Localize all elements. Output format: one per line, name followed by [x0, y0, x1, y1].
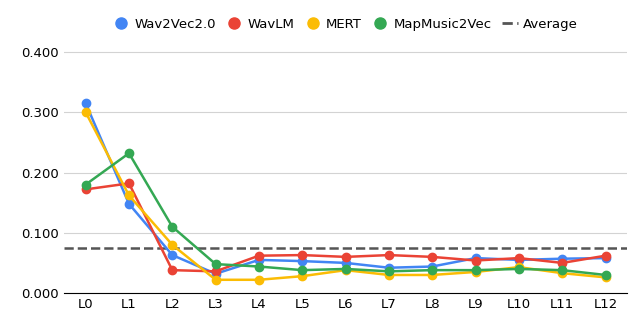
Legend: Wav2Vec2.0, WavLM, MERT, MapMusic2Vec, Average: Wav2Vec2.0, WavLM, MERT, MapMusic2Vec, A…: [113, 18, 578, 31]
